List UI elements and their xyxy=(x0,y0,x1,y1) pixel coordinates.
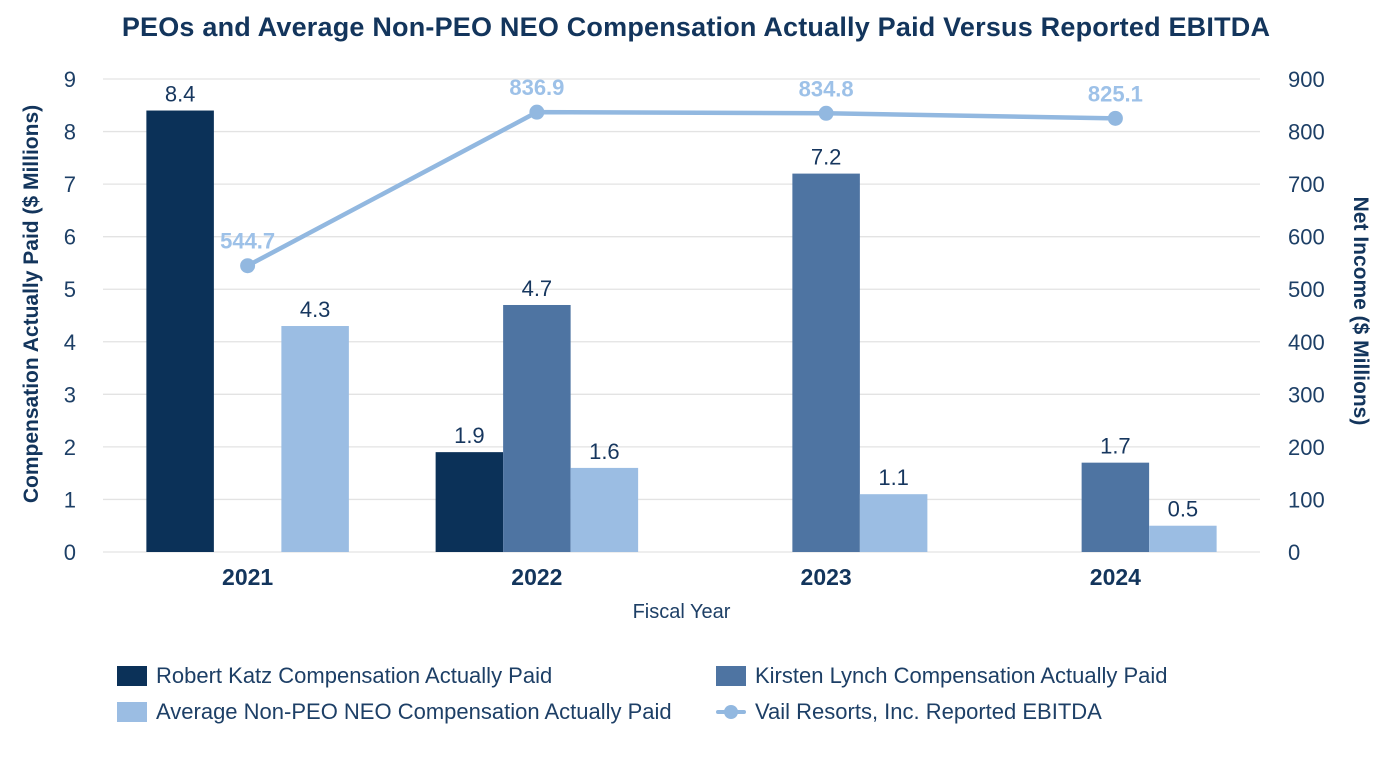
line-marker-2023 xyxy=(818,105,834,121)
line-value-label: 834.8 xyxy=(799,76,854,101)
legend-line-marker-icon xyxy=(716,702,746,722)
bar-value-label: 0.5 xyxy=(1168,497,1199,522)
left-axis-tick-label: 7 xyxy=(64,172,76,197)
bar-average-non-peo-neo-compensation-actually-paid-2022 xyxy=(570,467,639,552)
legend-label-robert-katz: Robert Katz Compensation Actually Paid xyxy=(156,662,553,688)
line-marker-2021 xyxy=(240,258,256,274)
legend-item-kirsten-lynch: Kirsten Lynch Compensation Actually Paid xyxy=(716,662,1168,688)
left-axis-tick-label: 6 xyxy=(64,225,76,250)
left-axis-tick-label: 9 xyxy=(64,67,76,92)
bar-average-non-peo-neo-compensation-actually-paid-2024 xyxy=(1149,525,1217,552)
bar-robert-katz-compensation-actually-paid-2022 xyxy=(435,452,504,552)
legend-item-avg-non-peo-neo: Average Non-PEO NEO Compensation Actuall… xyxy=(117,698,716,724)
bar-value-label: 4.3 xyxy=(300,297,331,322)
right-axis-tick-label: 0 xyxy=(1288,540,1300,565)
chart-title: PEOs and Average Non-PEO NEO Compensatio… xyxy=(121,12,1271,42)
right-axis-tick-label: 700 xyxy=(1288,172,1325,197)
bar-average-non-peo-neo-compensation-actually-paid-2023 xyxy=(859,494,928,552)
legend-swatch-kirsten-lynch xyxy=(716,665,746,686)
bar-value-label: 1.7 xyxy=(1100,434,1131,459)
legend-swatch-avg-non-peo-neo xyxy=(117,701,147,722)
bar-kirsten-lynch-compensation-actually-paid-2024 xyxy=(1081,462,1150,552)
left-axis-tick-label: 5 xyxy=(64,277,76,302)
line-marker-2024 xyxy=(1107,110,1123,126)
line-value-label: 836.9 xyxy=(509,75,564,100)
bar-value-label: 7.2 xyxy=(811,145,842,170)
legend: Robert Katz Compensation Actually Paid K… xyxy=(117,662,1168,724)
legend-label-reported-ebitda: Vail Resorts, Inc. Reported EBITDA xyxy=(755,698,1102,724)
bar-average-non-peo-neo-compensation-actually-paid-2021 xyxy=(281,326,349,552)
line-vail-resorts-inc-reported-ebitda xyxy=(246,109,1116,268)
right-axis-tick-label: 800 xyxy=(1288,120,1325,145)
right-axis-tick-label: 200 xyxy=(1288,435,1325,460)
left-axis-tick-label: 0 xyxy=(64,540,76,565)
bar-kirsten-lynch-compensation-actually-paid-2023 xyxy=(792,173,860,552)
left-axis-tick-label: 2 xyxy=(64,435,76,460)
right-axis-tick-label: 600 xyxy=(1288,225,1325,250)
x-tick-label-2021: 2021 xyxy=(222,564,273,590)
right-axis-tick-label: 400 xyxy=(1288,330,1325,355)
legend-item-robert-katz: Robert Katz Compensation Actually Paid xyxy=(117,662,716,688)
left-axis-tick-label: 4 xyxy=(64,330,76,355)
x-tick-label-2023: 2023 xyxy=(801,564,852,590)
left-axis-tick-label: 3 xyxy=(64,382,76,407)
bar-value-label: 1.1 xyxy=(878,465,909,490)
x-axis-title: Fiscal Year xyxy=(632,601,731,623)
left-axis-tick-label: 8 xyxy=(64,120,76,145)
bar-value-label: 1.9 xyxy=(454,423,485,448)
legend-label-avg-non-peo-neo: Average Non-PEO NEO Compensation Actuall… xyxy=(156,698,672,724)
x-tick-label-2022: 2022 xyxy=(511,564,562,590)
legend-label-kirsten-lynch: Kirsten Lynch Compensation Actually Paid xyxy=(755,662,1168,688)
line-value-label: 544.7 xyxy=(220,229,275,254)
right-axis-tick-label: 900 xyxy=(1288,67,1325,92)
legend-item-reported-ebitda: Vail Resorts, Inc. Reported EBITDA xyxy=(716,698,1168,724)
x-tick-label-2024: 2024 xyxy=(1090,564,1141,590)
legend-swatch-robert-katz xyxy=(117,665,147,686)
bar-kirsten-lynch-compensation-actually-paid-2022 xyxy=(503,304,571,552)
right-axis-tick-label: 500 xyxy=(1288,277,1325,302)
right-axis-tick-label: 100 xyxy=(1288,487,1325,512)
bar-value-label: 4.7 xyxy=(522,276,553,301)
left-axis-tick-label: 1 xyxy=(64,487,76,512)
line-marker-2022 xyxy=(529,104,545,120)
line-value-label: 825.1 xyxy=(1088,81,1143,106)
plot-area: 0 0 1 100 2 200 3 300 4 400 5 500 6 600 7 700 8 800 9 900 8.… xyxy=(64,67,1325,590)
bar-value-label: 1.6 xyxy=(589,439,620,464)
right-axis-tick-label: 300 xyxy=(1288,382,1325,407)
bar-value-label: 8.4 xyxy=(165,82,196,107)
bar-robert-katz-compensation-actually-paid-2021 xyxy=(146,110,214,553)
